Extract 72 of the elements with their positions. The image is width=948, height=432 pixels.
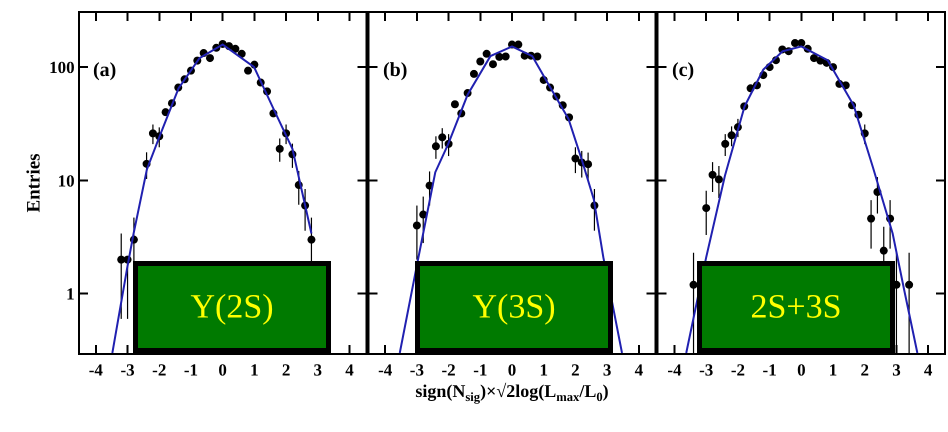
y-tick-label: 10 [58, 171, 75, 190]
x-tick-label: -1 [184, 360, 198, 380]
point [905, 280, 914, 289]
point [702, 204, 710, 212]
point [584, 160, 592, 168]
point [276, 144, 284, 153]
x-tick-label: 2 [282, 360, 290, 380]
picture-label-box: Y(3S) [415, 261, 613, 353]
x-tick-label: -1 [473, 360, 488, 380]
point [438, 133, 446, 142]
point [810, 54, 818, 62]
x-tick-label: -3 [410, 360, 424, 380]
x-tick-label: 2 [860, 360, 869, 380]
y-axis-title: Entries [23, 153, 44, 213]
x-tick-label: -4 [667, 360, 682, 380]
x-tick-label: 0 [797, 360, 806, 380]
annotation: (a) [93, 59, 116, 81]
x-tick-label: -2 [152, 360, 166, 380]
x-tick-label: -2 [730, 360, 746, 380]
annotation: (c) [672, 59, 694, 81]
x-tick-label: -2 [442, 360, 456, 380]
x-tick-label: 2 [571, 360, 580, 380]
x-tick-label: 0 [508, 360, 516, 380]
point [708, 170, 717, 179]
x-tick-label: 4 [924, 360, 933, 380]
point [533, 52, 542, 60]
x-tick-label: -4 [88, 360, 104, 380]
x-tick-label: 0 [218, 360, 227, 380]
annotation: Y(2S) [190, 288, 274, 326]
point [476, 58, 484, 66]
annotation: Y(3S) [472, 288, 556, 326]
x-tick-label: -1 [762, 360, 777, 380]
point [488, 60, 497, 68]
x-tick-label: 4 [345, 360, 354, 380]
x-tick-label: 1 [828, 360, 838, 380]
point [728, 131, 736, 140]
point [412, 222, 421, 230]
annotation: (b) [383, 59, 408, 81]
x-tick-label: 1 [539, 360, 548, 380]
picture-label-box: Y(2S) [133, 261, 331, 353]
x-tick-label: 4 [634, 360, 644, 380]
point [690, 280, 698, 289]
point [307, 236, 316, 244]
point [432, 142, 440, 150]
x-tick-label: -3 [699, 360, 714, 380]
x-tick-label: -3 [120, 360, 135, 380]
point [797, 39, 806, 48]
annotation: 2S+3S [750, 288, 842, 326]
point [571, 154, 580, 163]
point [514, 40, 522, 49]
point [482, 50, 491, 58]
x-tick-label: 1 [250, 360, 259, 380]
point [470, 70, 478, 78]
point [790, 39, 799, 48]
point [206, 54, 214, 62]
point [148, 129, 157, 138]
point [880, 246, 888, 255]
point [231, 44, 240, 53]
x-tick-label: 3 [602, 360, 612, 380]
x-tick-label: -4 [378, 360, 393, 380]
y-tick-label: 1 [66, 284, 75, 304]
point [867, 214, 876, 223]
point [502, 52, 510, 60]
point [721, 140, 730, 148]
point [244, 66, 252, 75]
y-tick-label: 100 [49, 58, 75, 78]
point [450, 100, 459, 108]
picture-label-box: 2S+3S [697, 261, 895, 353]
x-tick-label: 3 [314, 360, 322, 380]
x-axis-title: sign(N$_{sig}$)×√2log(L$_{max}$/L$_{0}$) [415, 381, 609, 404]
x-tick-label: 3 [892, 360, 901, 380]
point [714, 175, 723, 184]
